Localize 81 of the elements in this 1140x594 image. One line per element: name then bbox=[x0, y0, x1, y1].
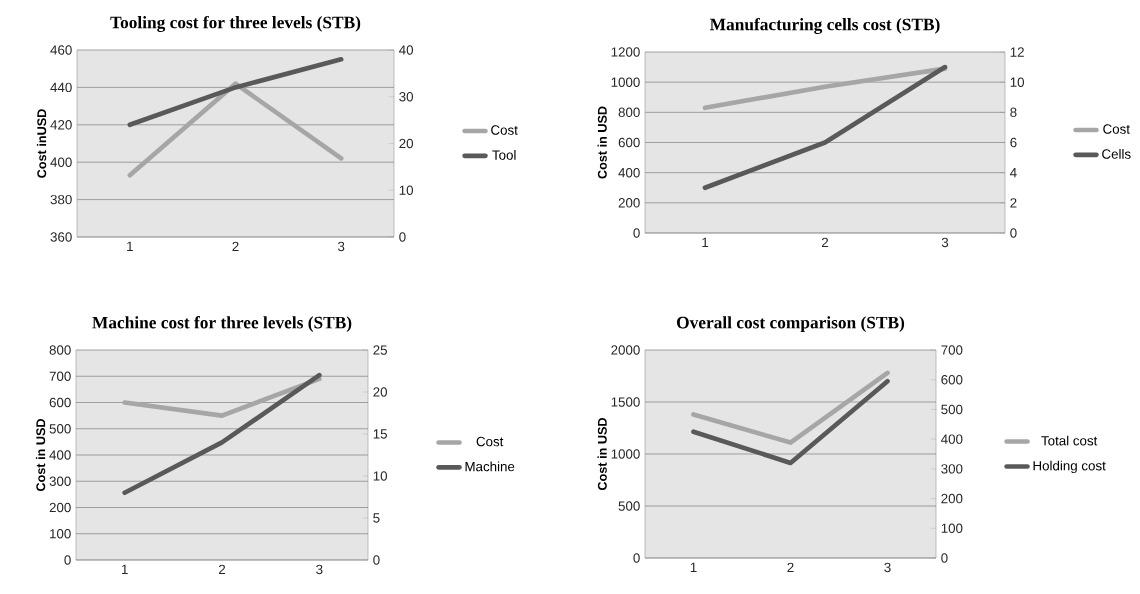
y-tick-label: 200 bbox=[618, 198, 640, 208]
chart-title: Machine cost for three levels (STB) bbox=[92, 316, 352, 332]
y-tick-label: 200 bbox=[49, 502, 71, 513]
y-tick-label: 1000 bbox=[611, 77, 640, 87]
legend-label: Machine bbox=[465, 461, 515, 472]
y2-tick-label: 10 bbox=[399, 185, 414, 195]
x-tick-label: 3 bbox=[316, 564, 323, 575]
y-axis-title: Cost in USD bbox=[597, 106, 607, 179]
y2-tick-label: 20 bbox=[373, 387, 388, 397]
y-tick-label: 460 bbox=[50, 45, 72, 55]
y2-tick-label: 12 bbox=[1010, 47, 1024, 57]
y2-tick-label: 400 bbox=[941, 434, 963, 444]
y-tick-label: 1200 bbox=[611, 47, 640, 57]
y-tick-label: 400 bbox=[49, 450, 71, 460]
y-tick-label: 300 bbox=[49, 476, 71, 486]
y-tick-label: 600 bbox=[618, 137, 640, 148]
y-tick-label: 400 bbox=[50, 157, 72, 167]
y2-tick-label: 25 bbox=[373, 345, 387, 355]
legend-label: Cost bbox=[1103, 124, 1130, 134]
x-tick-label: 1 bbox=[690, 562, 697, 572]
y2-tick-label: 5 bbox=[373, 513, 380, 523]
y-tick-label: 1500 bbox=[611, 397, 640, 407]
legend-label: Tool bbox=[492, 149, 516, 160]
x-tick-label: 3 bbox=[884, 562, 891, 573]
y2-tick-label: 600 bbox=[941, 375, 963, 385]
y2-tick-label: 6 bbox=[1010, 137, 1017, 148]
legend-label: Cost bbox=[491, 125, 518, 135]
y2-tick-label: 8 bbox=[1010, 107, 1017, 118]
y2-tick-label: 2 bbox=[1010, 198, 1017, 208]
y2-tick-label: 4 bbox=[1010, 168, 1017, 178]
y-tick-label: 1000 bbox=[611, 449, 640, 459]
x-tick-label: 3 bbox=[941, 237, 949, 248]
legend-label: Total cost bbox=[1041, 435, 1098, 446]
y2-tick-label: 300 bbox=[941, 464, 963, 474]
y2-tick-label: 0 bbox=[941, 553, 948, 563]
chart-title: Tooling cost for three levels (STB) bbox=[110, 15, 361, 32]
y2-tick-label: 200 bbox=[941, 493, 963, 504]
x-tick-label: 3 bbox=[337, 241, 345, 252]
y2-tick-label: 0 bbox=[373, 555, 380, 565]
y-tick-label: 380 bbox=[50, 194, 72, 205]
y2-tick-label: 20 bbox=[399, 138, 414, 149]
x-tick-label: 2 bbox=[787, 562, 794, 573]
chart-title: Overall cost comparison (STB) bbox=[677, 316, 905, 332]
y-tick-label: 700 bbox=[49, 371, 71, 381]
y2-tick-label: 700 bbox=[941, 345, 963, 355]
x-tick-label: 2 bbox=[821, 237, 829, 248]
y-tick-label: 500 bbox=[618, 501, 640, 511]
y-tick-label: 600 bbox=[49, 397, 71, 408]
y-tick-label: 440 bbox=[50, 82, 72, 93]
y-tick-label: 0 bbox=[633, 228, 640, 238]
y2-tick-label: 40 bbox=[399, 45, 414, 55]
x-tick-label: 1 bbox=[121, 564, 128, 574]
y-axis-title: Cost in USD bbox=[597, 417, 607, 491]
y-tick-label: 2000 bbox=[611, 345, 640, 355]
legend-label: Holding cost bbox=[1033, 460, 1106, 474]
y-axis-title: Cost in USD bbox=[35, 418, 46, 492]
y-tick-label: 500 bbox=[49, 424, 71, 434]
y2-tick-label: 0 bbox=[1010, 228, 1017, 238]
legend-label: Cost bbox=[476, 436, 504, 447]
y2-tick-label: 15 bbox=[373, 429, 387, 439]
x-tick-label: 2 bbox=[232, 241, 239, 252]
y-tick-label: 400 bbox=[618, 167, 640, 178]
y-tick-label: 800 bbox=[618, 107, 640, 118]
legend-label: Cells bbox=[1102, 148, 1131, 159]
y-axis-title: Cost inUSD bbox=[36, 109, 47, 178]
y2-tick-label: 10 bbox=[373, 471, 388, 481]
y2-tick-label: 100 bbox=[941, 523, 963, 533]
y-tick-label: 0 bbox=[64, 555, 71, 565]
y2-tick-label: 30 bbox=[399, 92, 414, 102]
y2-tick-label: 500 bbox=[941, 404, 963, 415]
y2-tick-label: 0 bbox=[399, 232, 406, 242]
x-tick-label: 1 bbox=[127, 241, 133, 251]
y-tick-label: 100 bbox=[50, 529, 71, 539]
y-tick-label: 420 bbox=[50, 120, 72, 130]
x-tick-label: 2 bbox=[218, 564, 226, 575]
y-tick-label: 0 bbox=[633, 553, 640, 563]
y-tick-label: 360 bbox=[50, 232, 72, 242]
chart-title: Manufacturing cells cost (STB) bbox=[709, 17, 940, 34]
y2-tick-label: 10 bbox=[1010, 77, 1025, 87]
y-tick-label: 800 bbox=[49, 345, 71, 355]
x-tick-label: 1 bbox=[702, 237, 709, 247]
